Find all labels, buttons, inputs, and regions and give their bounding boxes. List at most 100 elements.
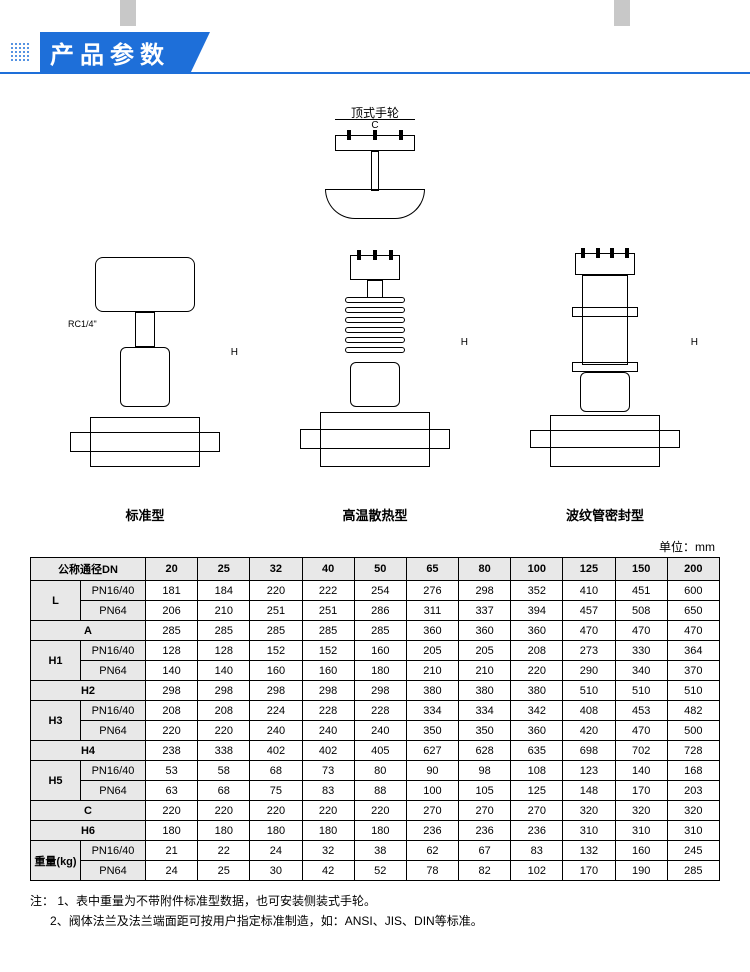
data-cell: 180 xyxy=(198,821,250,841)
dn-col: 25 xyxy=(198,558,250,581)
data-cell: 208 xyxy=(146,701,198,721)
data-cell: 236 xyxy=(511,821,563,841)
bolt xyxy=(373,250,377,260)
neck xyxy=(135,312,155,347)
label-bellows: 波纹管密封型 xyxy=(520,505,690,524)
data-cell: 170 xyxy=(563,861,615,881)
data-cell: 68 xyxy=(198,781,250,801)
data-cell: 160 xyxy=(354,641,406,661)
note-1: 1、表中重量为不带附件标准型数据，也可安装侧装式手轮。 xyxy=(57,894,376,908)
diagram-row: RC1/4" H 标准型 xyxy=(0,247,750,524)
data-cell: 380 xyxy=(459,681,511,701)
dn-col: 32 xyxy=(250,558,302,581)
row-sublabel: PN16/40 xyxy=(81,761,146,781)
data-cell: 73 xyxy=(302,761,354,781)
data-cell: 470 xyxy=(615,621,667,641)
data-cell: 108 xyxy=(511,761,563,781)
data-cell: 254 xyxy=(354,581,406,601)
data-cell: 360 xyxy=(511,621,563,641)
data-cell: 298 xyxy=(250,681,302,701)
data-cell: 152 xyxy=(250,641,302,661)
data-cell: 298 xyxy=(302,681,354,701)
data-cell: 238 xyxy=(146,741,198,761)
data-cell: 360 xyxy=(511,721,563,741)
data-cell: 180 xyxy=(354,661,406,681)
cap xyxy=(575,253,635,275)
data-cell: 210 xyxy=(198,601,250,621)
data-cell: 285 xyxy=(302,621,354,641)
header-dots-icon xyxy=(0,32,40,72)
dn-col: 125 xyxy=(563,558,615,581)
table-row: 重量(kg)PN16/402122243238626783132160245 xyxy=(31,841,720,861)
data-cell: 276 xyxy=(406,581,458,601)
data-cell: 408 xyxy=(563,701,615,721)
data-cell: 148 xyxy=(563,781,615,801)
unit-label: 单位：mm xyxy=(0,534,750,557)
data-cell: 470 xyxy=(667,621,719,641)
bolt xyxy=(625,248,629,258)
data-cell: 80 xyxy=(354,761,406,781)
data-cell: 220 xyxy=(302,801,354,821)
data-cell: 728 xyxy=(667,741,719,761)
band xyxy=(572,307,638,317)
data-cell: 128 xyxy=(198,641,250,661)
row-sublabel: PN64 xyxy=(81,721,146,741)
data-cell: 482 xyxy=(667,701,719,721)
fin xyxy=(345,307,405,313)
bolt xyxy=(596,248,600,258)
data-cell: 273 xyxy=(563,641,615,661)
data-cell: 285 xyxy=(667,861,719,881)
pipe xyxy=(70,432,220,452)
data-cell: 220 xyxy=(354,801,406,821)
data-cell: 25 xyxy=(198,861,250,881)
data-cell: 160 xyxy=(302,661,354,681)
data-cell: 600 xyxy=(667,581,719,601)
data-cell: 180 xyxy=(146,821,198,841)
dots-pattern-icon xyxy=(10,42,30,62)
data-cell: 220 xyxy=(198,721,250,741)
data-cell: 310 xyxy=(615,821,667,841)
fin xyxy=(345,327,405,333)
data-cell: 251 xyxy=(250,601,302,621)
data-cell: 350 xyxy=(406,721,458,741)
data-cell: 105 xyxy=(459,781,511,801)
data-cell: 205 xyxy=(406,641,458,661)
data-cell: 405 xyxy=(354,741,406,761)
row-sublabel: PN16/40 xyxy=(81,581,146,601)
data-cell: 286 xyxy=(354,601,406,621)
data-cell: 320 xyxy=(667,801,719,821)
row-sublabel: PN64 xyxy=(81,601,146,621)
data-cell: 88 xyxy=(354,781,406,801)
table-row: H1PN16/401281281521521602052052082733303… xyxy=(31,641,720,661)
data-cell: 285 xyxy=(354,621,406,641)
data-cell: 152 xyxy=(302,641,354,661)
row-sublabel: PN64 xyxy=(81,861,146,881)
figure-heatsink: H xyxy=(290,247,460,497)
data-cell: 90 xyxy=(406,761,458,781)
header-row: 公称通径DN 20253240506580100125150200 xyxy=(31,558,720,581)
data-cell: 350 xyxy=(459,721,511,741)
data-cell: 220 xyxy=(511,661,563,681)
table-row: H3PN16/402082082242282283343343424084534… xyxy=(31,701,720,721)
data-cell: 338 xyxy=(198,741,250,761)
row-label: 重量(kg) xyxy=(31,841,81,881)
data-cell: 457 xyxy=(563,601,615,621)
table-row: A285285285285285360360360470470470 xyxy=(31,621,720,641)
data-cell: 128 xyxy=(146,641,198,661)
diagram-standard: RC1/4" H 标准型 xyxy=(60,247,230,524)
data-cell: 370 xyxy=(667,661,719,681)
data-cell: 140 xyxy=(615,761,667,781)
data-cell: 320 xyxy=(563,801,615,821)
data-cell: 635 xyxy=(511,741,563,761)
data-cell: 205 xyxy=(459,641,511,661)
row-label: H4 xyxy=(31,741,146,761)
spec-table: 公称通径DN 20253240506580100125150200 LPN16/… xyxy=(30,557,720,881)
dim-h: H xyxy=(231,347,238,358)
data-cell: 240 xyxy=(354,721,406,741)
data-cell: 102 xyxy=(511,861,563,881)
data-cell: 342 xyxy=(511,701,563,721)
fin xyxy=(345,317,405,323)
table-row: PN646368758388100105125148170203 xyxy=(31,781,720,801)
diagram-bellows: H 波纹管密封型 xyxy=(520,247,690,524)
data-cell: 402 xyxy=(250,741,302,761)
